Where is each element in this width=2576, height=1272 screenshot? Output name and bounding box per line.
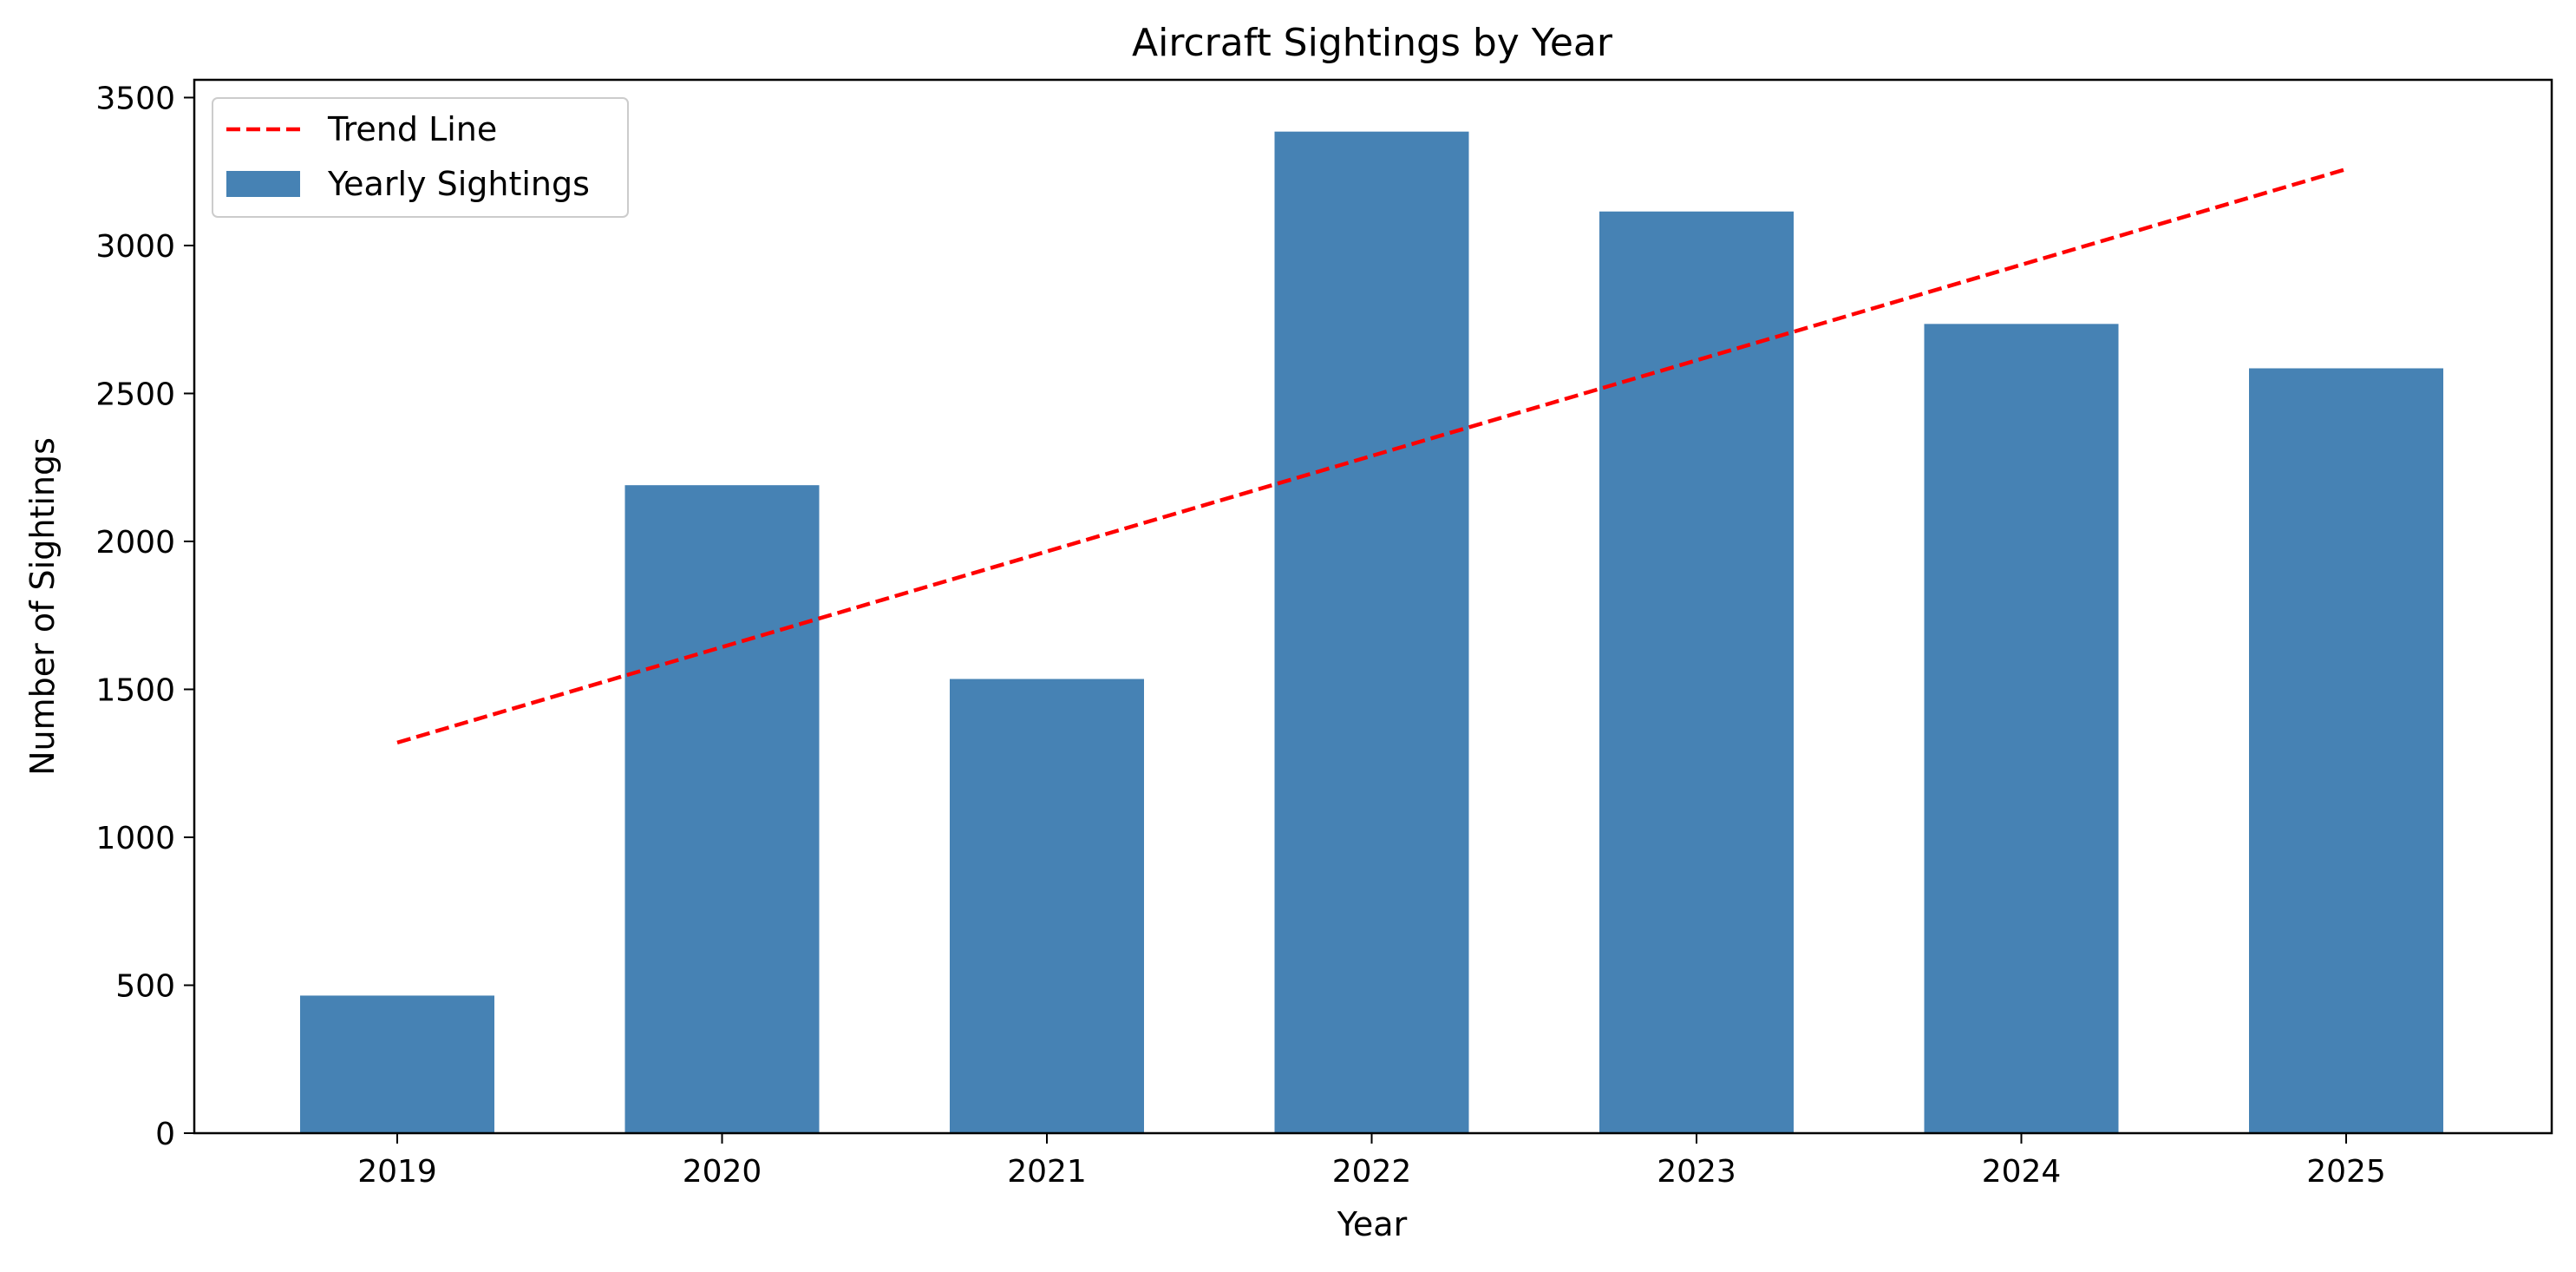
x-tick-label: 2024 [1982,1154,2062,1190]
x-tick-label: 2021 [1007,1154,1087,1190]
y-axis-label: Number of Sightings [23,437,62,776]
bar-2024 [1924,324,2119,1134]
bars-group [300,131,2443,1134]
x-tick-label: 2019 [357,1154,437,1190]
y-axis: 0 500 1000 1500 2000 2500 3000 3500 [95,81,194,1152]
y-tick-label: 0 [155,1117,175,1152]
y-tick-label: 1000 [95,821,175,856]
x-tick-label: 2022 [1332,1154,1412,1190]
y-tick-label: 3500 [95,81,175,116]
legend-label-yearly-sightings: Yearly Sightings [327,165,590,203]
bar-2023 [1599,211,1794,1133]
bar-2020 [624,485,820,1133]
legend-label-trend-line: Trend Line [327,110,497,148]
bar-2025 [2249,368,2443,1133]
y-tick-label: 1500 [95,672,175,708]
bar-2019 [300,995,494,1133]
plot-frame [193,78,2553,1135]
y-tick-label: 2000 [95,525,175,561]
bar-2022 [1274,131,1469,1133]
x-tick-label: 2023 [1657,1154,1736,1190]
y-tick-label: 3000 [95,229,175,265]
x-axis-label: Year [1337,1205,1408,1243]
y-tick-label: 2500 [95,377,175,412]
x-tick-label: 2025 [2306,1154,2386,1190]
legend: Trend Line Yearly Sightings [212,97,629,218]
y-tick-label: 500 [115,968,175,1004]
legend-frame [212,97,629,218]
chart-title: Aircraft Sightings by Year [1132,21,1613,65]
bar-2021 [950,679,1144,1133]
x-axis: 2019 2020 2021 2022 2023 2024 2025 [357,1133,2386,1190]
legend-swatch-yearly-sightings [226,171,300,197]
x-tick-label: 2020 [683,1154,762,1190]
